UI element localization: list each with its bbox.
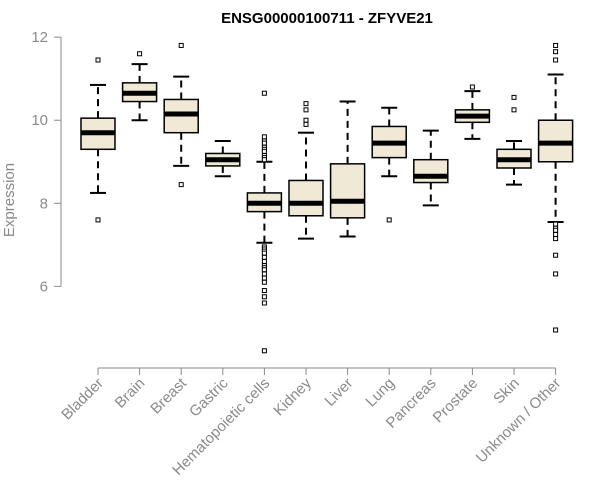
outlier-skin-1 <box>511 94 517 100</box>
box-liver <box>329 163 366 219</box>
box-group-kidney <box>288 101 324 240</box>
outlier-unknown-other-6 <box>553 227 559 233</box>
outlier-hematopoietic-cells-2 <box>261 134 267 140</box>
outlier-hematopoietic-cells-15 <box>261 254 267 260</box>
x-tick-label-breast: Breast <box>147 374 190 417</box>
x-tick-label-lung: Lung <box>362 375 398 411</box>
y-tick-label-12: 12 <box>31 29 48 46</box>
y-tick-label-10: 10 <box>31 112 48 129</box>
outlier-unknown-other-11 <box>553 327 559 333</box>
outlier-unknown-other-10 <box>553 271 559 277</box>
outlier-bladder-1 <box>95 57 101 63</box>
box-kidney <box>288 179 324 217</box>
outlier-skin-2 <box>511 107 517 113</box>
box-group-bladder <box>80 57 116 223</box>
box-pancreas <box>413 158 449 184</box>
boxes-group <box>80 42 574 354</box>
outlier-unknown-other-4 <box>553 221 559 227</box>
outlier-brain-1 <box>137 51 143 57</box>
outlier-hematopoietic-cells-7 <box>261 148 267 154</box>
outlier-hematopoietic-cells-21 <box>261 275 267 281</box>
outlier-breast-1 <box>178 42 184 48</box>
outlier-bladder-2 <box>95 217 101 223</box>
outlier-hematopoietic-cells-16 <box>261 258 267 264</box>
outlier-hematopoietic-cells-20 <box>261 271 267 277</box>
outlier-hematopoietic-cells-1 <box>261 90 267 96</box>
box-group-brain <box>121 51 158 122</box>
outlier-kidney-2 <box>303 107 309 113</box>
outlier-kidney-3 <box>303 117 309 123</box>
outlier-lung-1 <box>386 217 392 223</box>
x-tick-label-kidney: Kidney <box>270 374 315 419</box>
outlier-hematopoietic-cells-4 <box>261 140 267 146</box>
outlier-unknown-other-1 <box>553 42 559 48</box>
outlier-hematopoietic-cells-25 <box>261 300 267 306</box>
outlier-breast-2 <box>178 182 184 188</box>
outlier-kidney-1 <box>303 101 309 107</box>
box-group-unknown-other <box>537 42 574 333</box>
outlier-hematopoietic-cells-24 <box>261 294 267 300</box>
outlier-hematopoietic-cells-10 <box>261 157 267 163</box>
box-group-liver <box>329 100 366 238</box>
y-tick-label-6: 6 <box>40 278 48 295</box>
outlier-hematopoietic-cells-26 <box>261 348 267 354</box>
outlier-hematopoietic-cells-22 <box>261 279 267 285</box>
x-tick-label-brain: Brain <box>112 375 149 412</box>
y-tick-label-8: 8 <box>40 195 48 212</box>
box-group-hematopoietic-cells <box>246 90 283 354</box>
outlier-hematopoietic-cells-23 <box>261 288 267 294</box>
outlier-unknown-other-2 <box>553 49 559 55</box>
outlier-hematopoietic-cells-19 <box>261 267 267 273</box>
outlier-unknown-other-7 <box>553 231 559 237</box>
y-axis: 6 8 10 12 <box>31 29 62 295</box>
x-tick-label-prostate: Prostate <box>430 375 482 427</box>
outlier-unknown-other-9 <box>553 252 559 258</box>
outlier-unknown-other-8 <box>553 236 559 242</box>
outlier-prostate-1 <box>469 84 475 90</box>
box-group-gastric <box>205 140 241 178</box>
x-tick-label-skin: Skin <box>490 375 523 408</box>
chart-title: ENSG00000100711 - ZFYVE21 <box>221 10 433 27</box>
outlier-hematopoietic-cells-14 <box>261 250 267 256</box>
outlier-kidney-4 <box>303 121 309 127</box>
outlier-unknown-other-3 <box>553 57 559 63</box>
y-axis-label: Expression <box>1 163 18 237</box>
x-tick-label-bladder: Bladder <box>58 375 107 424</box>
box-group-breast <box>163 42 199 188</box>
box-group-lung <box>371 106 407 223</box>
x-tick-label-liver: Liver <box>321 375 356 410</box>
box-group-skin <box>496 94 532 186</box>
box-group-pancreas <box>413 129 449 207</box>
box-group-prostate <box>454 84 491 140</box>
